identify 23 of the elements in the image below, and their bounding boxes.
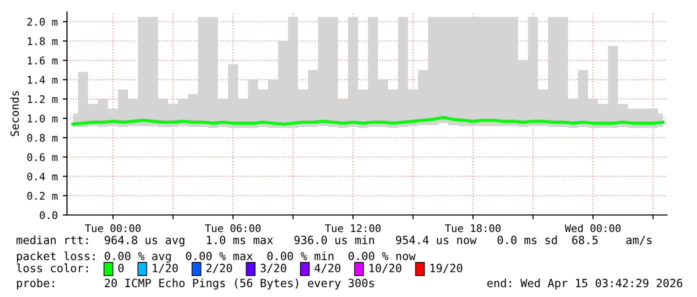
x-tick-label: Tue 12:00 (325, 224, 381, 232)
y-tick-label: 0.4 m (27, 172, 58, 180)
y-tick-label: 2.0 m (27, 18, 58, 26)
text: probe: 20 ICMP Echo Pings (56 Bytes) every 300s (17, 278, 374, 290)
x-tick-label: Tue 18:00 (445, 224, 501, 232)
y-tick-label: 1.8 m (28, 37, 58, 46)
text: median rtt: 964.8 us avg 1.0 ms max 936.0 us min 954.4 us now 0.0 ms sd 68.5 am/s (16, 236, 652, 246)
text: loss color: 0 1/20 2/20 3/20 4/20 10/20 19/20 (16, 264, 462, 274)
y-tick-label: 1.2 m (28, 95, 58, 103)
line-series (71, 116, 665, 126)
x-tick-label: Tue 06:00 (205, 224, 261, 232)
text: end: Wed Apr 15 03:42:29 2026 (487, 278, 682, 290)
y-tick-label: 1.0 m (28, 114, 58, 122)
y-tick-label: 0.6 m (27, 153, 58, 162)
y-axis-title: Seconds (10, 91, 19, 136)
text: packet loss: 0.00 % avg 0.00 % max 0.00 % min 0.00 % now (17, 251, 416, 263)
y-tick-label: 0.2 m (27, 192, 58, 200)
x-tick-label: Wed 00:00 (564, 224, 621, 232)
y-tick-label: 1.4 m (28, 76, 58, 84)
x-tick-label: Tue 00:00 (85, 224, 141, 232)
y-tick-label: 0.0 (40, 211, 58, 220)
y-tick-label: 1.6 m (28, 56, 58, 64)
y-tick-label: 0.8 m (27, 134, 58, 142)
